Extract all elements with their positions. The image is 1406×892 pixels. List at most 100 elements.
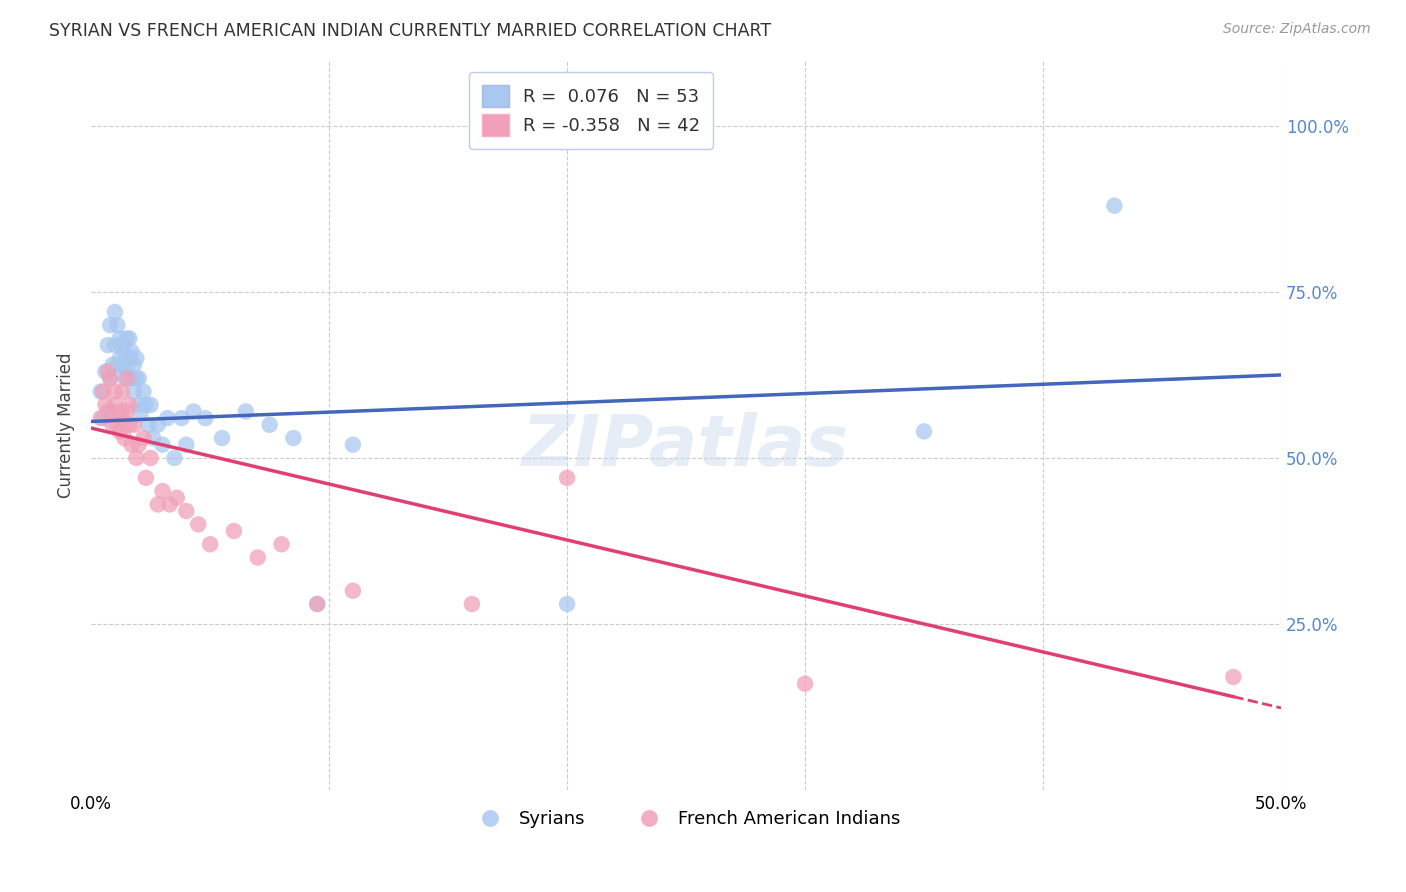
Point — [121, 344, 143, 359]
Point — [125, 371, 148, 385]
Point — [1222, 670, 1244, 684]
Point — [270, 537, 292, 551]
Point — [97, 365, 120, 379]
Text: Source: ZipAtlas.com: Source: ZipAtlas.com — [1223, 22, 1371, 37]
Point — [104, 398, 127, 412]
Point — [170, 411, 193, 425]
Point — [146, 498, 169, 512]
Point — [90, 384, 112, 399]
Point — [115, 331, 138, 345]
Point — [118, 417, 141, 432]
Point — [111, 384, 134, 399]
Y-axis label: Currently Married: Currently Married — [58, 352, 75, 498]
Point — [146, 417, 169, 432]
Text: SYRIAN VS FRENCH AMERICAN INDIAN CURRENTLY MARRIED CORRELATION CHART: SYRIAN VS FRENCH AMERICAN INDIAN CURRENT… — [49, 22, 772, 40]
Point — [222, 524, 245, 538]
Point — [104, 338, 127, 352]
Point — [122, 384, 145, 399]
Point — [121, 371, 143, 385]
Text: ZIPatlas: ZIPatlas — [523, 412, 849, 481]
Point — [259, 417, 281, 432]
Point — [111, 411, 134, 425]
Point — [115, 404, 138, 418]
Point — [98, 318, 121, 333]
Point — [307, 597, 329, 611]
Point — [90, 411, 112, 425]
Point — [94, 398, 117, 412]
Point — [97, 338, 120, 352]
Point — [159, 498, 181, 512]
Point — [139, 450, 162, 465]
Point — [555, 597, 578, 611]
Point — [1104, 199, 1126, 213]
Point — [114, 344, 136, 359]
Point — [152, 484, 174, 499]
Point — [136, 417, 159, 432]
Point — [166, 491, 188, 505]
Point — [246, 550, 269, 565]
Point — [101, 417, 124, 432]
Point — [283, 431, 305, 445]
Point — [108, 331, 131, 345]
Point — [176, 504, 198, 518]
Point — [94, 365, 117, 379]
Point — [163, 450, 186, 465]
Legend: Syrians, French American Indians: Syrians, French American Indians — [465, 803, 907, 836]
Point — [98, 371, 121, 385]
Point — [122, 417, 145, 432]
Point — [142, 431, 165, 445]
Point — [111, 358, 134, 372]
Point — [111, 338, 134, 352]
Point — [135, 471, 157, 485]
Point — [912, 425, 935, 439]
Point — [194, 411, 217, 425]
Point — [114, 431, 136, 445]
Point — [97, 404, 120, 418]
Point — [114, 371, 136, 385]
Point — [187, 517, 209, 532]
Point — [555, 471, 578, 485]
Point — [139, 398, 162, 412]
Point — [101, 358, 124, 372]
Point — [211, 431, 233, 445]
Point — [128, 371, 150, 385]
Point — [108, 425, 131, 439]
Point — [198, 537, 221, 551]
Point — [129, 404, 152, 418]
Point — [91, 384, 114, 399]
Point — [235, 404, 257, 418]
Point — [342, 583, 364, 598]
Point — [104, 305, 127, 319]
Point — [108, 351, 131, 366]
Point — [132, 384, 155, 399]
Point — [125, 351, 148, 366]
Point — [135, 398, 157, 412]
Point — [118, 351, 141, 366]
Point — [176, 438, 198, 452]
Point — [104, 384, 127, 399]
Point — [461, 597, 484, 611]
Point — [156, 411, 179, 425]
Point — [183, 404, 205, 418]
Point — [118, 331, 141, 345]
Point — [105, 318, 128, 333]
Point — [132, 431, 155, 445]
Point — [105, 417, 128, 432]
Point — [115, 371, 138, 385]
Point — [342, 438, 364, 452]
Point — [91, 411, 114, 425]
Point — [121, 438, 143, 452]
Point — [98, 371, 121, 385]
Point — [794, 676, 817, 690]
Point — [105, 358, 128, 372]
Point — [128, 438, 150, 452]
Point — [152, 438, 174, 452]
Point — [122, 358, 145, 372]
Point — [108, 404, 131, 418]
Point — [125, 450, 148, 465]
Point — [118, 398, 141, 412]
Point — [307, 597, 329, 611]
Point — [98, 404, 121, 418]
Point — [115, 365, 138, 379]
Point — [128, 398, 150, 412]
